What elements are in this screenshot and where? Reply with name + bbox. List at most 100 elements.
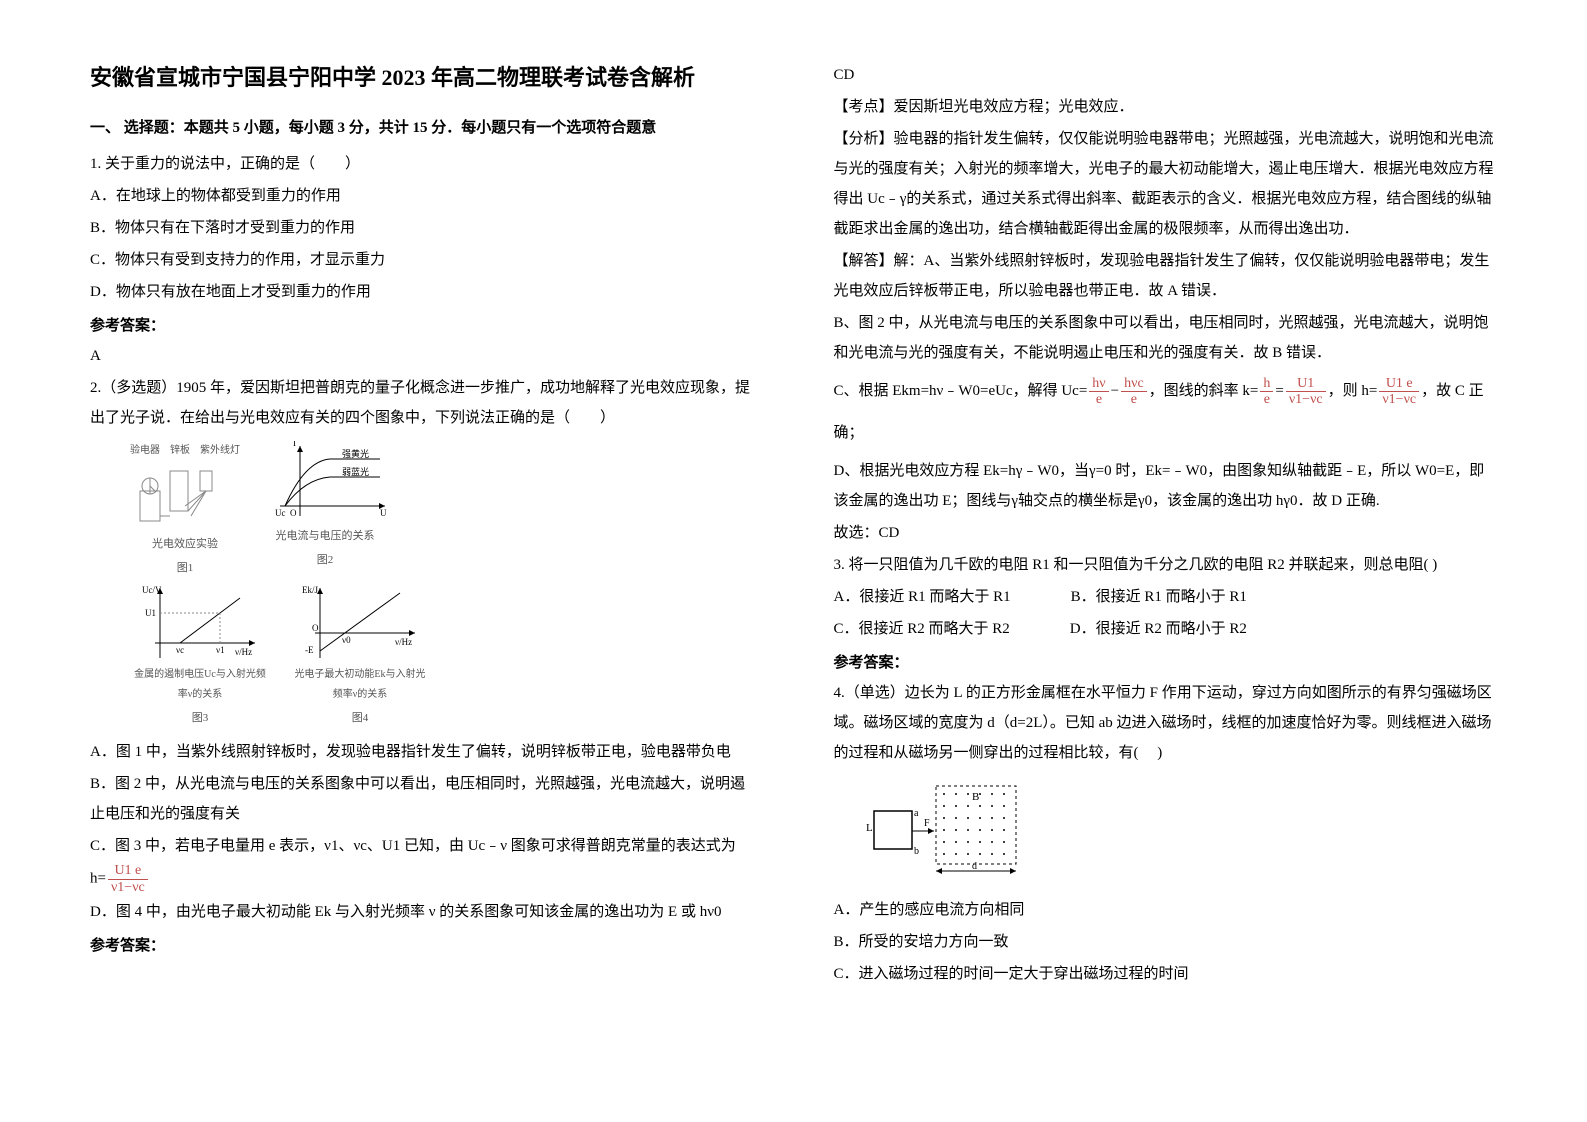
q4-figure: L a b F B d <box>864 776 1498 887</box>
left-column: 安徽省宣城市宁国县宁阳中学 2023 年高二物理联考试卷含解析 一、 选择题：本… <box>50 60 794 1062</box>
jd-c-minus: − <box>1111 383 1119 399</box>
q1-option-d: D．物体只有放在地面上才受到重力的作用 <box>90 277 754 307</box>
fig4-svg: Ek/J ν/Hz -E ν0 O <box>300 583 420 663</box>
svg-text:弱蓝光: 弱蓝光 <box>342 466 369 477</box>
figure-2: I U O 强黄光 弱蓝光 Uc 光电流与电压的关系 图2 <box>260 441 390 579</box>
fig1-caption-1: 光电效应实验 <box>152 533 218 555</box>
q2-answer: CD <box>834 60 1498 90</box>
jd-c-frac4: U1ν1−νc <box>1286 376 1326 408</box>
q4-option-c: C．进入磁场过程的时间一定大于穿出磁场过程的时间 <box>834 959 1498 989</box>
jd-c-f4-den: ν1−νc <box>1286 392 1326 407</box>
q1-answer-label: 参考答案： <box>90 311 754 341</box>
jd-c-frac1: hνe <box>1089 376 1108 408</box>
jd-c-f4-num: U1 <box>1286 376 1326 392</box>
q2-answer-label: 参考答案： <box>90 931 754 961</box>
svg-text:U: U <box>380 508 387 518</box>
figure-1: 验电器 锌板 紫外线灯 光电效应实验 图1 <box>130 441 240 579</box>
svg-text:-E: -E <box>305 645 314 655</box>
q4-option-a: A．产生的感应电流方向相同 <box>834 895 1498 925</box>
jd-c-uc: Uc= <box>1061 383 1087 399</box>
fig1-top-row: 验电器 锌板 紫外线灯 <box>130 441 240 461</box>
fig2-caption-1: 光电流与电压的关系 <box>276 525 375 547</box>
q3-option-c: C．很接近 R2 而略大于 R2 <box>834 614 1010 644</box>
jd-c-mid2: ，则 h= <box>1328 383 1378 399</box>
q2-option-c-formula: h=U1 eν1−νc <box>90 863 754 895</box>
q3-option-b: B．很接近 R1 而略小于 R1 <box>1071 582 1247 612</box>
svg-text:ν/Hz: ν/Hz <box>395 637 412 647</box>
fig3-caption-2: 图3 <box>192 707 209 729</box>
q3-answer-label: 参考答案： <box>834 648 1498 678</box>
jd-c-mid: ，图线的斜率 k= <box>1149 383 1259 399</box>
jd-c-eq: = <box>1275 383 1283 399</box>
section-heading: 一、 选择题：本题共 5 小题，每小题 3 分，共计 15 分．每小题只有一个选… <box>90 113 754 143</box>
q2-jieda-c: C、根据 Ekm=hν﹣W0=eUc，解得 Uc=hνe−hνce，图线的斜率 … <box>834 370 1498 454</box>
svg-text:b: b <box>914 846 919 857</box>
q1-answer: A <box>90 341 754 371</box>
q1-option-a: A．在地球上的物体都受到重力的作用 <box>90 181 754 211</box>
jd-c-f2-num: hνc <box>1121 376 1147 392</box>
jd-c-f2-den: e <box>1121 392 1147 407</box>
jd-c-frac5: U1 eν1−νc <box>1379 376 1419 408</box>
svg-text:O: O <box>312 623 319 633</box>
fig1-svg <box>130 461 240 531</box>
fig3-svg: Uc/V ν/Hz U1 νc ν1 <box>140 583 260 663</box>
jd-c-f5-den: ν1−νc <box>1379 392 1419 407</box>
q1-option-b: B．物体只有在下落时才受到重力的作用 <box>90 213 754 243</box>
q2-c-den: ν1−νc <box>108 880 148 895</box>
jd-c-f5-num: U1 e <box>1379 376 1419 392</box>
fig3-caption-1: 金属的遏制电压Uc与入射光频率ν的关系 <box>130 665 270 705</box>
q2-jieda-b: B、图 2 中，从光电流与电压的关系图象中可以看出，电压相同时，光照越强，光电流… <box>834 308 1498 368</box>
doc-title: 安徽省宣城市宁国县宁阳中学 2023 年高二物理联考试卷含解析 <box>90 60 754 95</box>
q2-guxuan: 故选：CD <box>834 518 1498 548</box>
q4-option-b: B．所受的安培力方向一致 <box>834 927 1498 957</box>
jd-c-f3-num: h <box>1260 376 1273 392</box>
q1-option-c: C．物体只有受到支持力的作用，才显示重力 <box>90 245 754 275</box>
fig2-svg: I U O 强黄光 弱蓝光 Uc <box>260 441 390 523</box>
q2-jieda-a: 【解答】解：A、当紫外线照射锌板时，发现验电器指针发生了偏转，仅仅能说明验电器带… <box>834 246 1498 306</box>
svg-text:d: d <box>972 861 977 872</box>
q4-svg: L a b F B d <box>864 776 1034 876</box>
fig4-caption-2: 图4 <box>352 707 369 729</box>
fig2-caption-2: 图2 <box>317 549 334 571</box>
svg-text:ν/Hz: ν/Hz <box>235 647 252 657</box>
svg-text:I: I <box>293 441 296 448</box>
jd-c-f3-den: e <box>1260 392 1273 407</box>
q4-stem: 4.（单选）边长为 L 的正方形金属框在水平恒力 F 作用下运动，穿过方向如图所… <box>834 678 1498 768</box>
q2-fenxi: 【分析】验电器的指针发生偏转，仅仅能说明验电器带电；光照越强，光电流越大，说明饱… <box>834 124 1498 244</box>
svg-text:O: O <box>290 508 297 518</box>
svg-text:L: L <box>866 822 873 834</box>
q2-option-b: B．图 2 中，从光电流与电压的关系图象中可以看出，电压相同时，光照越强，光电流… <box>90 769 754 829</box>
fig4-caption-1: 光电子最大初动能Ek与入射光频率ν的关系 <box>290 665 430 705</box>
right-column: CD 【考点】爱因斯坦光电效应方程；光电效应． 【分析】验电器的指针发生偏转，仅… <box>794 60 1538 1062</box>
q3-option-a: A．很接近 R1 而略大于 R1 <box>834 582 1011 612</box>
svg-text:强黄光: 强黄光 <box>342 448 369 459</box>
svg-text:ν1: ν1 <box>216 645 225 655</box>
jd-c-f1-num: hν <box>1089 376 1108 392</box>
q2-c-num: U1 e <box>108 863 148 879</box>
svg-text:Uc: Uc <box>275 508 286 518</box>
jd-c-pre: C、根据 Ekm=hν﹣W0=eUc，解得 <box>834 383 1058 399</box>
q2-figures: 验电器 锌板 紫外线灯 光电效应实验 图1 <box>130 441 754 729</box>
q1-stem: 1. 关于重力的说法中，正确的是（ ） <box>90 149 754 179</box>
q2-option-d: D．图 4 中，由光电子最大初动能 Ek 与入射光频率 ν 的关系图象可知该金属… <box>90 897 754 927</box>
q3-option-d: D．很接近 R2 而略小于 R2 <box>1070 614 1247 644</box>
jd-c-f1-den: e <box>1089 392 1108 407</box>
q2-kaodian: 【考点】爱因斯坦光电效应方程；光电效应． <box>834 92 1498 122</box>
jd-c-frac2: hνce <box>1121 376 1147 408</box>
svg-text:Uc/V: Uc/V <box>142 585 162 595</box>
q2-c-h-prefix: h= <box>90 871 106 887</box>
figure-4: Ek/J ν/Hz -E ν0 O 光电子最大初动能Ek与入射光频率ν的关系 图… <box>290 583 430 729</box>
q3-stem: 3. 将一只阻值为几千欧的电阻 R1 和一只阻值为千分之几欧的电阻 R2 并联起… <box>834 550 1498 580</box>
svg-text:U1: U1 <box>145 608 156 618</box>
svg-text:B: B <box>972 791 979 803</box>
svg-text:F: F <box>924 818 930 829</box>
fig1-caption-2: 图1 <box>177 557 194 579</box>
svg-text:ν0: ν0 <box>342 635 351 645</box>
svg-text:a: a <box>914 808 919 819</box>
q2-c-fraction: U1 eν1−νc <box>108 863 148 895</box>
figure-3: Uc/V ν/Hz U1 νc ν1 金属的遏制电压Uc与入射光频率ν的关系 图… <box>130 583 270 729</box>
q2-option-a: A．图 1 中，当紫外线照射锌板时，发现验电器指针发生了偏转，说明锌板带正电，验… <box>90 737 754 767</box>
svg-text:Ek/J: Ek/J <box>302 585 318 595</box>
jd-c-frac3: he <box>1260 376 1273 408</box>
q2-stem: 2.（多选题）1905 年，爱因斯坦把普朗克的量子化概念进一步推广，成功地解释了… <box>90 373 754 433</box>
